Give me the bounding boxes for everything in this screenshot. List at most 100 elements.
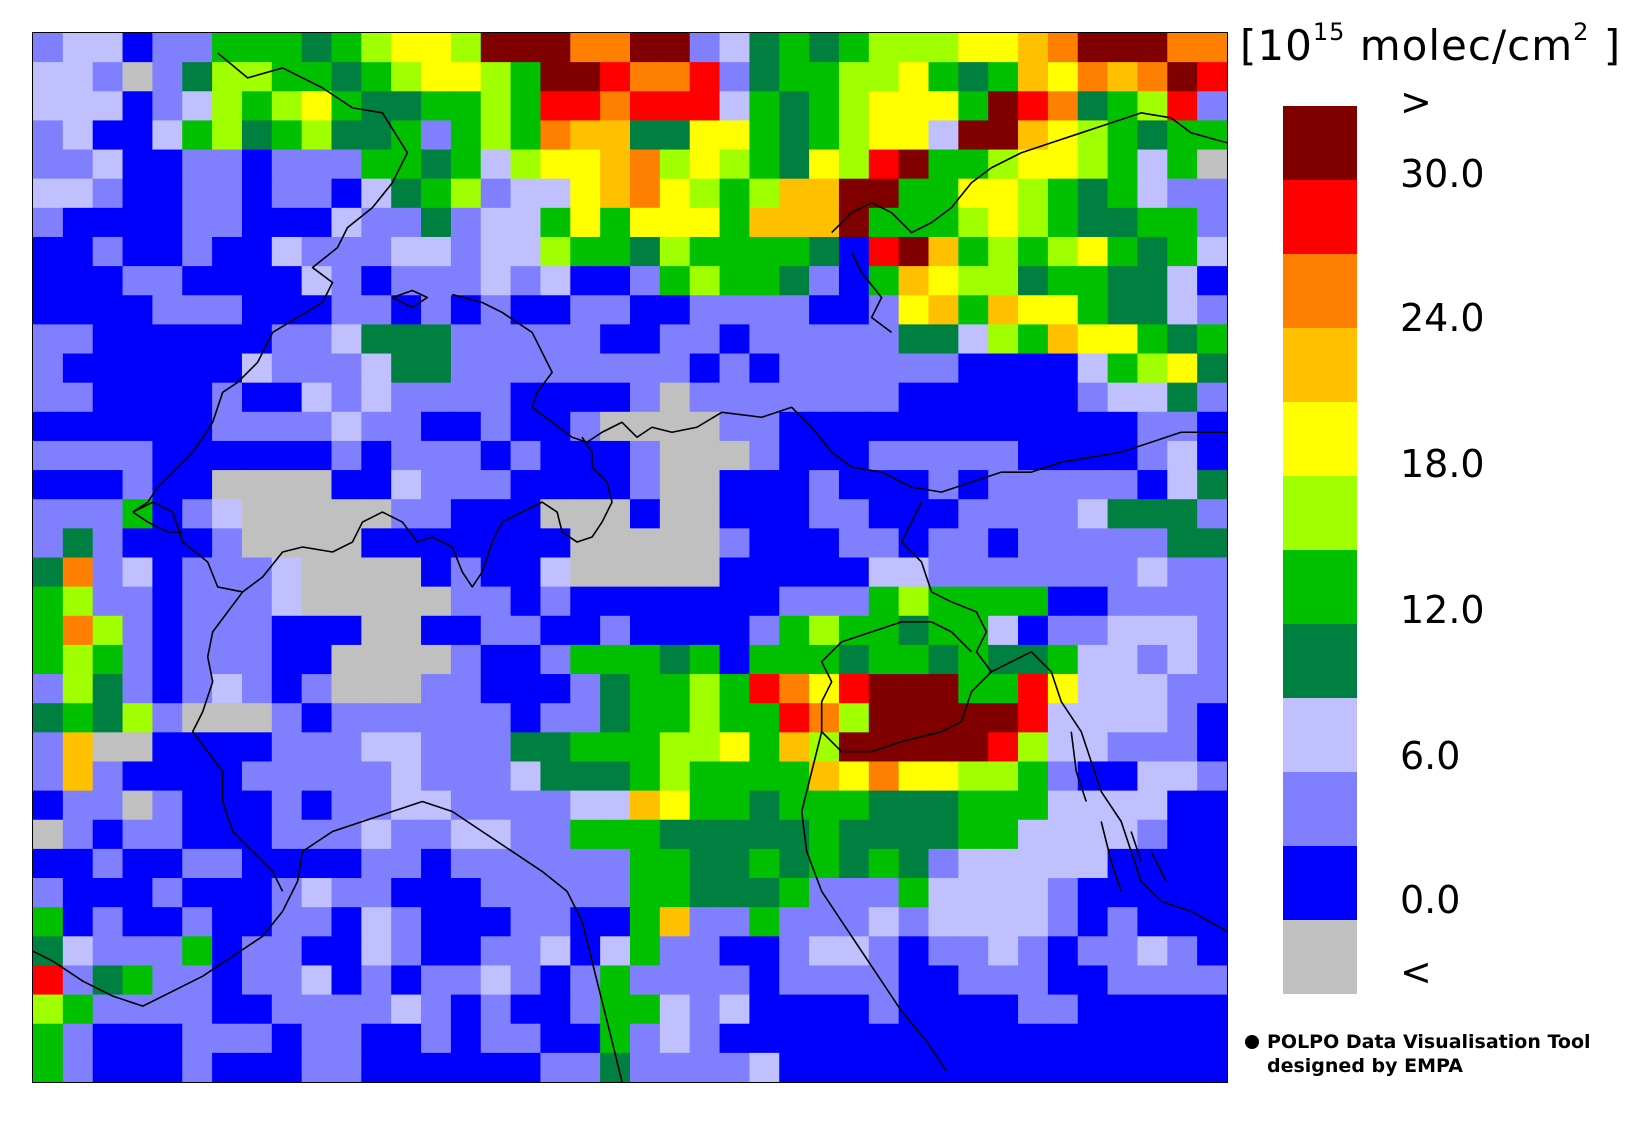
map-cell [301, 149, 333, 180]
map-cell [1167, 994, 1198, 1025]
map-cell [122, 236, 153, 267]
map-cell [600, 266, 631, 296]
map-cell [182, 33, 213, 63]
map-cell [361, 62, 392, 92]
map-cell [62, 790, 94, 821]
map-cell [1197, 936, 1227, 967]
credit-title: POLPO Data Visualisation Tool [1267, 1031, 1591, 1053]
map-cell [868, 236, 900, 267]
map-cell [122, 1052, 153, 1082]
map-cell [421, 761, 452, 792]
map-cell [540, 586, 571, 617]
map-cell [630, 411, 661, 442]
map-cell [92, 907, 124, 937]
map-cell [898, 149, 930, 180]
map-cell [1137, 207, 1168, 238]
map-cell [838, 528, 870, 559]
map-cell [92, 1023, 124, 1054]
map-cell [62, 33, 94, 63]
map-cell [928, 1023, 959, 1054]
map-cell [570, 149, 601, 180]
map-cell [152, 149, 183, 180]
map-cell [630, 528, 661, 559]
map-cell [898, 819, 930, 850]
map-cell [92, 703, 124, 733]
map-cell [928, 878, 959, 908]
map-cell [958, 1052, 989, 1082]
map-cell [1107, 790, 1139, 821]
map-cell [809, 848, 840, 879]
map-cell [301, 761, 333, 792]
map-cell [33, 878, 64, 908]
map-cell [659, 266, 691, 296]
map-cell [1077, 557, 1109, 588]
map-cell [1018, 994, 1049, 1025]
map-cell [719, 615, 750, 646]
map-cell [779, 236, 810, 267]
map-cell [92, 149, 124, 180]
map-cell [1047, 236, 1079, 267]
map-cell [1137, 674, 1168, 704]
map-cell [301, 878, 333, 908]
map-cell [271, 1023, 303, 1054]
units-suffix: ] [1603, 21, 1622, 70]
map-cell [1077, 703, 1109, 733]
map-cell [212, 761, 243, 792]
map-cell [301, 1023, 333, 1054]
map-cell [271, 382, 303, 413]
map-cell [659, 324, 691, 355]
map-cell [391, 965, 422, 996]
map-cell [331, 91, 362, 122]
map-cell [1107, 499, 1139, 529]
map-cell [271, 674, 303, 704]
map-cell [62, 936, 94, 967]
map-cell [659, 411, 691, 442]
map-cell [361, 615, 392, 646]
map-cell [33, 557, 64, 588]
map-cell [212, 644, 243, 675]
map-cell [92, 819, 124, 850]
map-cell [838, 994, 870, 1025]
map-cell [540, 236, 571, 267]
colorbar-label-0: 0.0 [1400, 878, 1461, 922]
map-cell [659, 353, 691, 384]
map-cell [301, 1052, 333, 1082]
map-cell [570, 382, 601, 413]
map-cell [450, 236, 482, 267]
map-cell [809, 178, 840, 209]
map-cell [212, 266, 243, 296]
map-cell [838, 878, 870, 908]
map-cell [212, 907, 243, 937]
map-cell [838, 761, 870, 792]
map-cell [749, 295, 780, 325]
map-cell [988, 178, 1019, 209]
lake-constance-outline [391, 289, 429, 309]
map-cell [480, 382, 512, 413]
map-cell [540, 994, 571, 1025]
map-cell [510, 936, 542, 967]
map-cell [480, 33, 512, 63]
map-cell [1018, 62, 1049, 92]
map-cell [301, 848, 333, 879]
map-cell [988, 499, 1019, 529]
map-cell [152, 732, 183, 763]
map-cell [689, 586, 721, 617]
map-cell [958, 732, 989, 763]
map-cell [1047, 994, 1079, 1025]
map-cell [1107, 178, 1139, 209]
map-cell [928, 91, 959, 122]
map-cell [480, 848, 512, 879]
map-cell [630, 732, 661, 763]
map-cell [779, 382, 810, 413]
map-cell [1137, 819, 1168, 850]
map-cell [361, 295, 392, 325]
map-cell [421, 819, 452, 850]
map-cell [361, 1052, 392, 1082]
units-exponent: 15 [1312, 18, 1346, 46]
map-cell [450, 557, 482, 588]
map-cell [1047, 33, 1079, 63]
map-cell [450, 1052, 482, 1082]
map-cell [838, 499, 870, 529]
map-cell [92, 120, 124, 151]
map-cell [271, 615, 303, 646]
